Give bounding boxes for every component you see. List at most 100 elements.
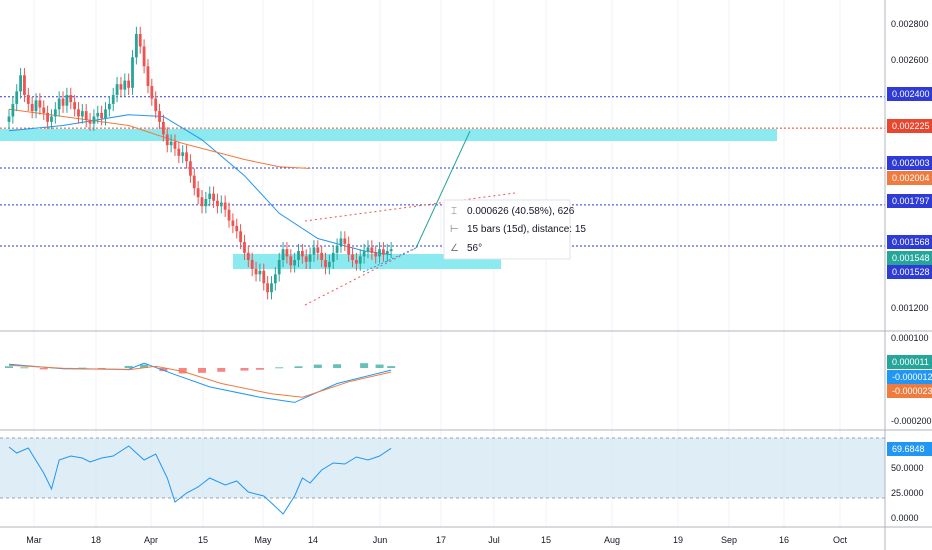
candle-body	[331, 252, 335, 262]
time-tick: 15	[541, 535, 551, 545]
candle-body	[231, 220, 235, 226]
candle-body	[362, 251, 366, 257]
macd-histogram-bar	[78, 367, 87, 369]
candle-body	[320, 252, 324, 260]
candle-body	[347, 243, 351, 255]
candle-body	[300, 251, 304, 257]
candle-body	[30, 103, 34, 112]
candle-body	[104, 109, 107, 119]
measure-tooltip-box	[443, 199, 571, 260]
time-tick: Aug	[604, 535, 620, 545]
support-zone	[233, 254, 501, 269]
time-tick: May	[254, 535, 272, 545]
candle-body	[15, 91, 19, 104]
macd-histogram-bar	[294, 366, 303, 368]
candle-body	[281, 249, 285, 260]
measure-bars-icon: ⊢	[450, 224, 459, 235]
candle-body	[154, 98, 158, 112]
support-resistance-zones	[0, 129, 777, 269]
drawings[interactable]	[304, 130, 516, 306]
rsi-pane	[0, 437, 885, 515]
candle-body	[277, 259, 281, 275]
candle-body	[304, 256, 308, 262]
candle-body	[192, 175, 196, 189]
horizontal-levels	[0, 96, 885, 247]
price-badge-label: 0.001528	[892, 267, 930, 277]
candle-body	[138, 33, 142, 47]
candle-body	[88, 120, 92, 124]
time-tick: 14	[308, 535, 318, 545]
rsi-tick: 25.0000	[891, 488, 924, 498]
price-badge	[887, 235, 932, 249]
candle-body	[285, 249, 289, 257]
macd-pane	[5, 362, 396, 403]
candle-body	[289, 256, 293, 266]
candle-body	[111, 94, 115, 104]
candle-body	[57, 98, 61, 110]
candle-body	[127, 80, 131, 88]
candle-body	[173, 141, 177, 149]
candle-body	[11, 103, 15, 117]
candle-body	[42, 107, 46, 113]
candle-body	[34, 100, 38, 112]
time-tick: 19	[673, 535, 683, 545]
candle-body	[158, 111, 161, 122]
candle-body	[239, 231, 242, 243]
candle-body	[73, 102, 77, 110]
candle-body	[61, 98, 65, 106]
candle-body	[351, 254, 354, 260]
macd-histogram-bar	[97, 368, 106, 369]
candle-body	[250, 259, 254, 269]
time-tick: Apr	[144, 535, 158, 545]
time-scale[interactable]: Mar 18 Apr 15 May 14 Jun 17 Jul 15 Aug 19 Sep 16 Oct	[26, 535, 847, 545]
measure-angle-icon: ∠	[450, 243, 459, 254]
measure-price-icon: ⌶	[451, 206, 457, 217]
macd-tick: 0.000100	[891, 333, 929, 343]
resistance-zone	[0, 129, 777, 141]
candle-body	[23, 75, 26, 95]
measure-tooltip: ⌶ 0.000626 (40.58%), 626 ⊢ 15 bars (15d)…	[443, 199, 586, 260]
candle-body	[46, 112, 49, 122]
candle-body	[308, 254, 312, 262]
price-badge-label: 0.002400	[892, 89, 930, 99]
candle-body	[38, 100, 42, 108]
price-badge-label: 0.001797	[892, 196, 930, 206]
candle-body	[169, 141, 173, 146]
candle-body	[100, 112, 104, 119]
price-badge	[887, 265, 932, 279]
rsi-tick: 50.0000	[891, 463, 924, 473]
candle-body	[219, 202, 223, 207]
price-badge	[887, 87, 932, 101]
candle-body	[258, 270, 262, 275]
price-badge	[887, 119, 932, 133]
candle-body	[389, 249, 393, 252]
candle-body	[216, 200, 219, 207]
time-tick: Jul	[488, 535, 500, 545]
candle-body	[150, 85, 154, 99]
macd-histogram-bar	[39, 368, 48, 370]
macd-histogram-bar	[375, 364, 384, 368]
price-badge	[887, 171, 932, 185]
candle-body	[246, 252, 250, 260]
projection-line	[415, 130, 471, 249]
candle-body	[77, 109, 80, 117]
candle-body	[162, 121, 165, 135]
candle-body	[374, 252, 378, 257]
price-scale[interactable]: 0.002800 0.002600 0.001200 0.002400 0.002225…	[887, 19, 932, 523]
candle-body	[382, 249, 385, 255]
candle-body	[115, 84, 119, 95]
candle-body	[146, 66, 150, 86]
rsi-band	[0, 438, 885, 498]
ma-line-1	[8, 108, 311, 169]
candle-body	[370, 247, 374, 253]
candle-body	[165, 134, 169, 146]
candle-body	[50, 116, 53, 122]
time-tick: Oct	[833, 535, 848, 545]
macd-histogram-bar	[333, 364, 342, 368]
candle-body	[270, 283, 273, 293]
macd-badge	[887, 355, 932, 369]
candle-body	[80, 111, 84, 117]
macd-tick: -0.000200	[891, 416, 932, 426]
candle-body	[177, 148, 181, 156]
